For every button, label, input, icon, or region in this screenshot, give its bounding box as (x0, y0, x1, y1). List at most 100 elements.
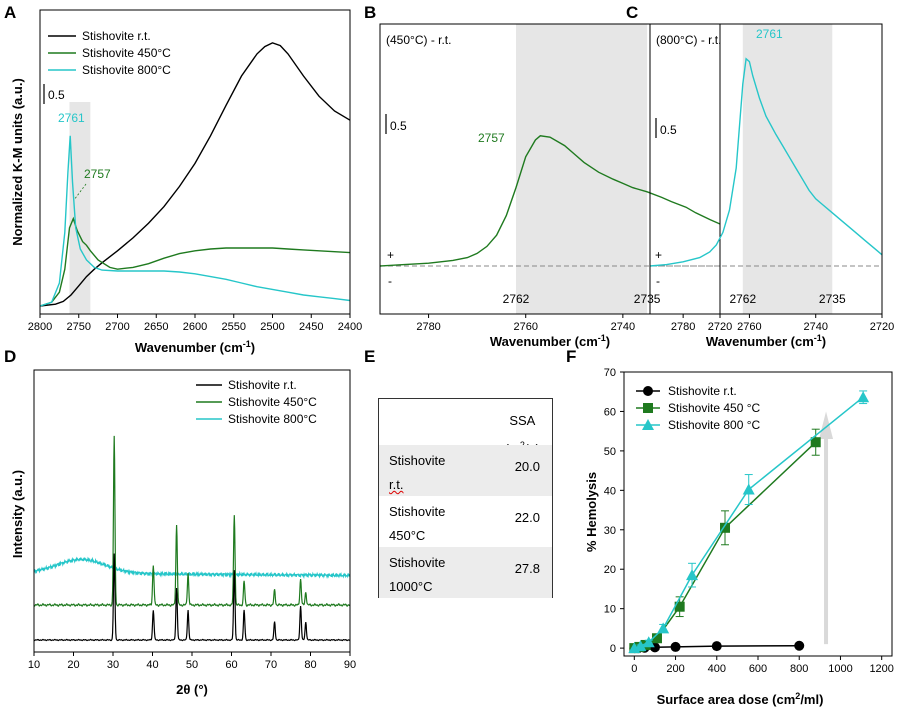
data-point-f-450 (651, 633, 662, 644)
x-tick-label-f: 1200 (869, 663, 893, 675)
x-tick-label-f: 0 (631, 663, 637, 675)
legend-entry-800-a: Stishovite 800°C (82, 63, 171, 77)
legend-marker-rt-f (643, 386, 653, 396)
scale-bar-label-c: 0.5 (660, 123, 677, 137)
highlight-band-a (69, 102, 91, 314)
highlight-band-b (516, 24, 648, 314)
axis-title-x-d: 2θ (°) (176, 682, 208, 697)
legend-entry-rt-a: Stishovite r.t. (82, 29, 151, 43)
data-point-f-rt (711, 641, 722, 652)
minus-sign-c: - (656, 274, 660, 288)
peak-label-b: 2757 (478, 131, 505, 145)
series-line-a-1 (39, 216, 351, 307)
panel-d: 10 20 30 40 50 60 70 80 90 Intensity (a.u.) 2θ (… (10, 369, 356, 697)
legend-entry-450-d: Stishovite 450°C (228, 395, 317, 409)
axis-title-x-c: Wavenumber (cm-1) (706, 333, 826, 349)
data-point-f-450 (674, 601, 685, 612)
legend-entry-450-f: Stishovite 450 °C (668, 401, 761, 415)
x-tick-label-b: 2760 (513, 321, 537, 333)
data-point-f-800 (686, 569, 699, 581)
series-line-b (379, 135, 721, 267)
peak-label-c: 2761 (756, 27, 783, 41)
legend-entry-800-f: Stishovite 800 °C (668, 418, 761, 432)
x-tick-label-f: 400 (708, 663, 726, 675)
table-cell-value: 20.0 (514, 459, 540, 474)
plot-frame-b (379, 23, 721, 315)
panel-c: 2780 2760 2740 2720 (800°C) - r.t. 0.5 2761… (649, 23, 894, 349)
table-cell-name: Stishovite r.t. (389, 453, 446, 492)
x-tick-label-f: 200 (666, 663, 684, 675)
peak-label-2761-a: 2761 (58, 111, 85, 125)
x-tick-label-f: 1000 (828, 663, 852, 675)
legend-entry-800-d: Stishovite 800°C (228, 412, 317, 426)
series-line-a-0 (39, 42, 351, 307)
panel-label-f: F (566, 347, 576, 366)
series-line-d-1 (33, 435, 351, 608)
x-tick-label-a: 2450 (299, 321, 323, 333)
x-tick-label-b: 2780 (416, 321, 440, 333)
panel-title-c: (800°C) - r.t. (656, 33, 721, 47)
x-tick-label-c: 2720 (870, 321, 894, 333)
legend-marker-800-f (642, 419, 654, 430)
panel-b: 2780 2760 2740 2720 (450°C) - r.t. 0.5 2757… (379, 23, 732, 349)
panel-label-a: A (4, 3, 16, 22)
legend-f: Stishovite r.t. Stishovite 450 °C Stisho… (636, 384, 761, 432)
x-tick-label-b: 2720 (708, 321, 732, 333)
x-tick-label-c: 2740 (803, 321, 827, 333)
x-tick-label-c: 2780 (671, 321, 695, 333)
x-tick-label-a: 2650 (144, 321, 168, 333)
scale-bar-label-a: 0.5 (48, 88, 65, 102)
x-tick-label-a: 2800 (28, 321, 52, 333)
data-point-f-800 (857, 391, 870, 403)
x-tick-label-b: 2740 (611, 321, 635, 333)
table-row: Stishovite 1000°C 27.8 (379, 547, 552, 598)
legend-d: Stishovite r.t. Stishovite 450°C Stishov… (196, 378, 317, 426)
plus-sign-b: + (387, 248, 394, 262)
x-tick-label-d: 40 (146, 659, 158, 671)
series-line-d-0 (33, 553, 351, 642)
data-point-f-450 (720, 522, 731, 533)
band-label-2735-b: 2735 (634, 292, 661, 306)
legend-entry-rt-f: Stishovite r.t. (668, 384, 737, 398)
table-row: Stishovite 450°C 22.0 (379, 496, 552, 547)
x-tick-label-d: 60 (225, 659, 237, 671)
table-cell-value: 22.0 (514, 510, 540, 525)
table-cell-name: Stishovite 450°C (389, 504, 446, 543)
x-tick-label-a: 2550 (222, 321, 246, 333)
x-tick-label-f: 800 (790, 663, 808, 675)
peak-leader-a (73, 183, 87, 201)
x-tick-label-d: 30 (107, 659, 119, 671)
x-tick-label-d: 10 (28, 659, 40, 671)
x-tick-label-a: 2700 (105, 321, 129, 333)
y-tick-label-f: 30 (604, 525, 616, 537)
x-tick-label-d: 20 (67, 659, 79, 671)
y-tick-label-f: 20 (604, 564, 616, 576)
legend-entry-450-a: Stishovite 450°C (82, 46, 171, 60)
table-header-row: SSA (m2/g) (379, 399, 552, 456)
series-line-c (649, 57, 883, 267)
y-tick-label-f: 50 (604, 446, 616, 458)
series-line-a-2 (39, 135, 351, 307)
x-tick-label-f: 600 (749, 663, 767, 675)
y-tick-label-f: 40 (604, 485, 616, 497)
panel-label-e: E (364, 347, 375, 366)
highlight-band-c (742, 24, 833, 314)
data-point-f-rt (670, 641, 681, 652)
band-label-2762-b: 2762 (503, 292, 530, 306)
axis-title-y-d: Intensity (a.u.) (10, 470, 25, 558)
data-point-f-800 (634, 640, 647, 652)
axis-title-x-b: Wavenumber (cm-1) (490, 333, 610, 349)
panel-f: 0 200 400 600 800 1000 1200 0 10 20 30 40 50 60 70 % H… (584, 367, 894, 707)
table-row: Stishovite r.t. 20.0 (379, 445, 552, 496)
panel-title-b: (450°C) - r.t. (386, 33, 451, 47)
axis-title-y-a: Normalized K-M units (a.u.) (10, 78, 25, 246)
minus-sign-b: - (388, 274, 392, 288)
y-tick-label-f: 60 (604, 406, 616, 418)
x-tick-label-a: 2500 (260, 321, 284, 333)
panel-label-d: D (4, 347, 16, 366)
band-label-2762-c: 2762 (729, 292, 756, 306)
band-label-2735-c: 2735 (819, 292, 846, 306)
y-tick-label-f: 10 (604, 604, 616, 616)
plus-sign-c: + (655, 248, 662, 262)
